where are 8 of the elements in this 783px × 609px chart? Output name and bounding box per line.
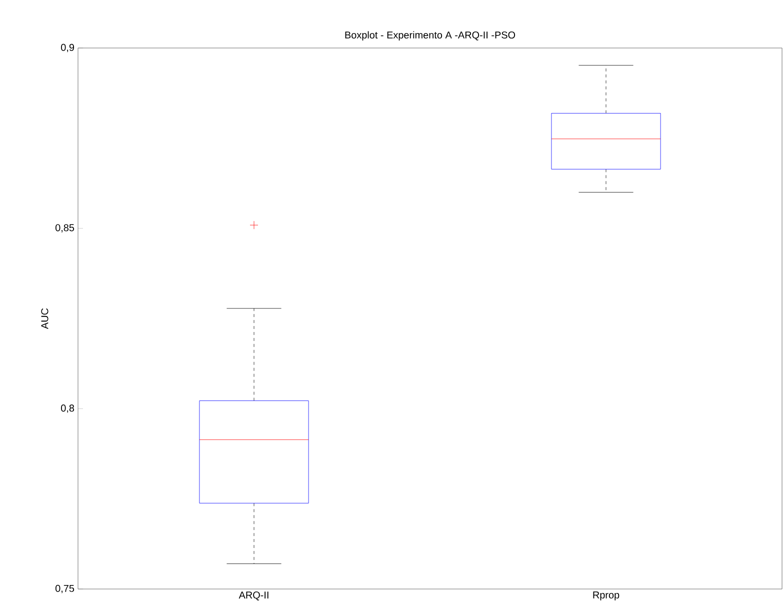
chart-title: Boxplot - Experimento A -ARQ-II -PSO: [345, 31, 516, 40]
y-tick-label: 0,8: [61, 404, 74, 413]
y-tick-label: 0,85: [55, 224, 74, 232]
y-tick-label: 0,75: [55, 584, 74, 594]
y-axis-title: AUC: [41, 308, 48, 329]
x-tick-label: Rprop: [593, 592, 620, 600]
x-tick-label: ARQ-II: [238, 592, 268, 600]
y-tick-label: 0,9: [61, 44, 74, 52]
